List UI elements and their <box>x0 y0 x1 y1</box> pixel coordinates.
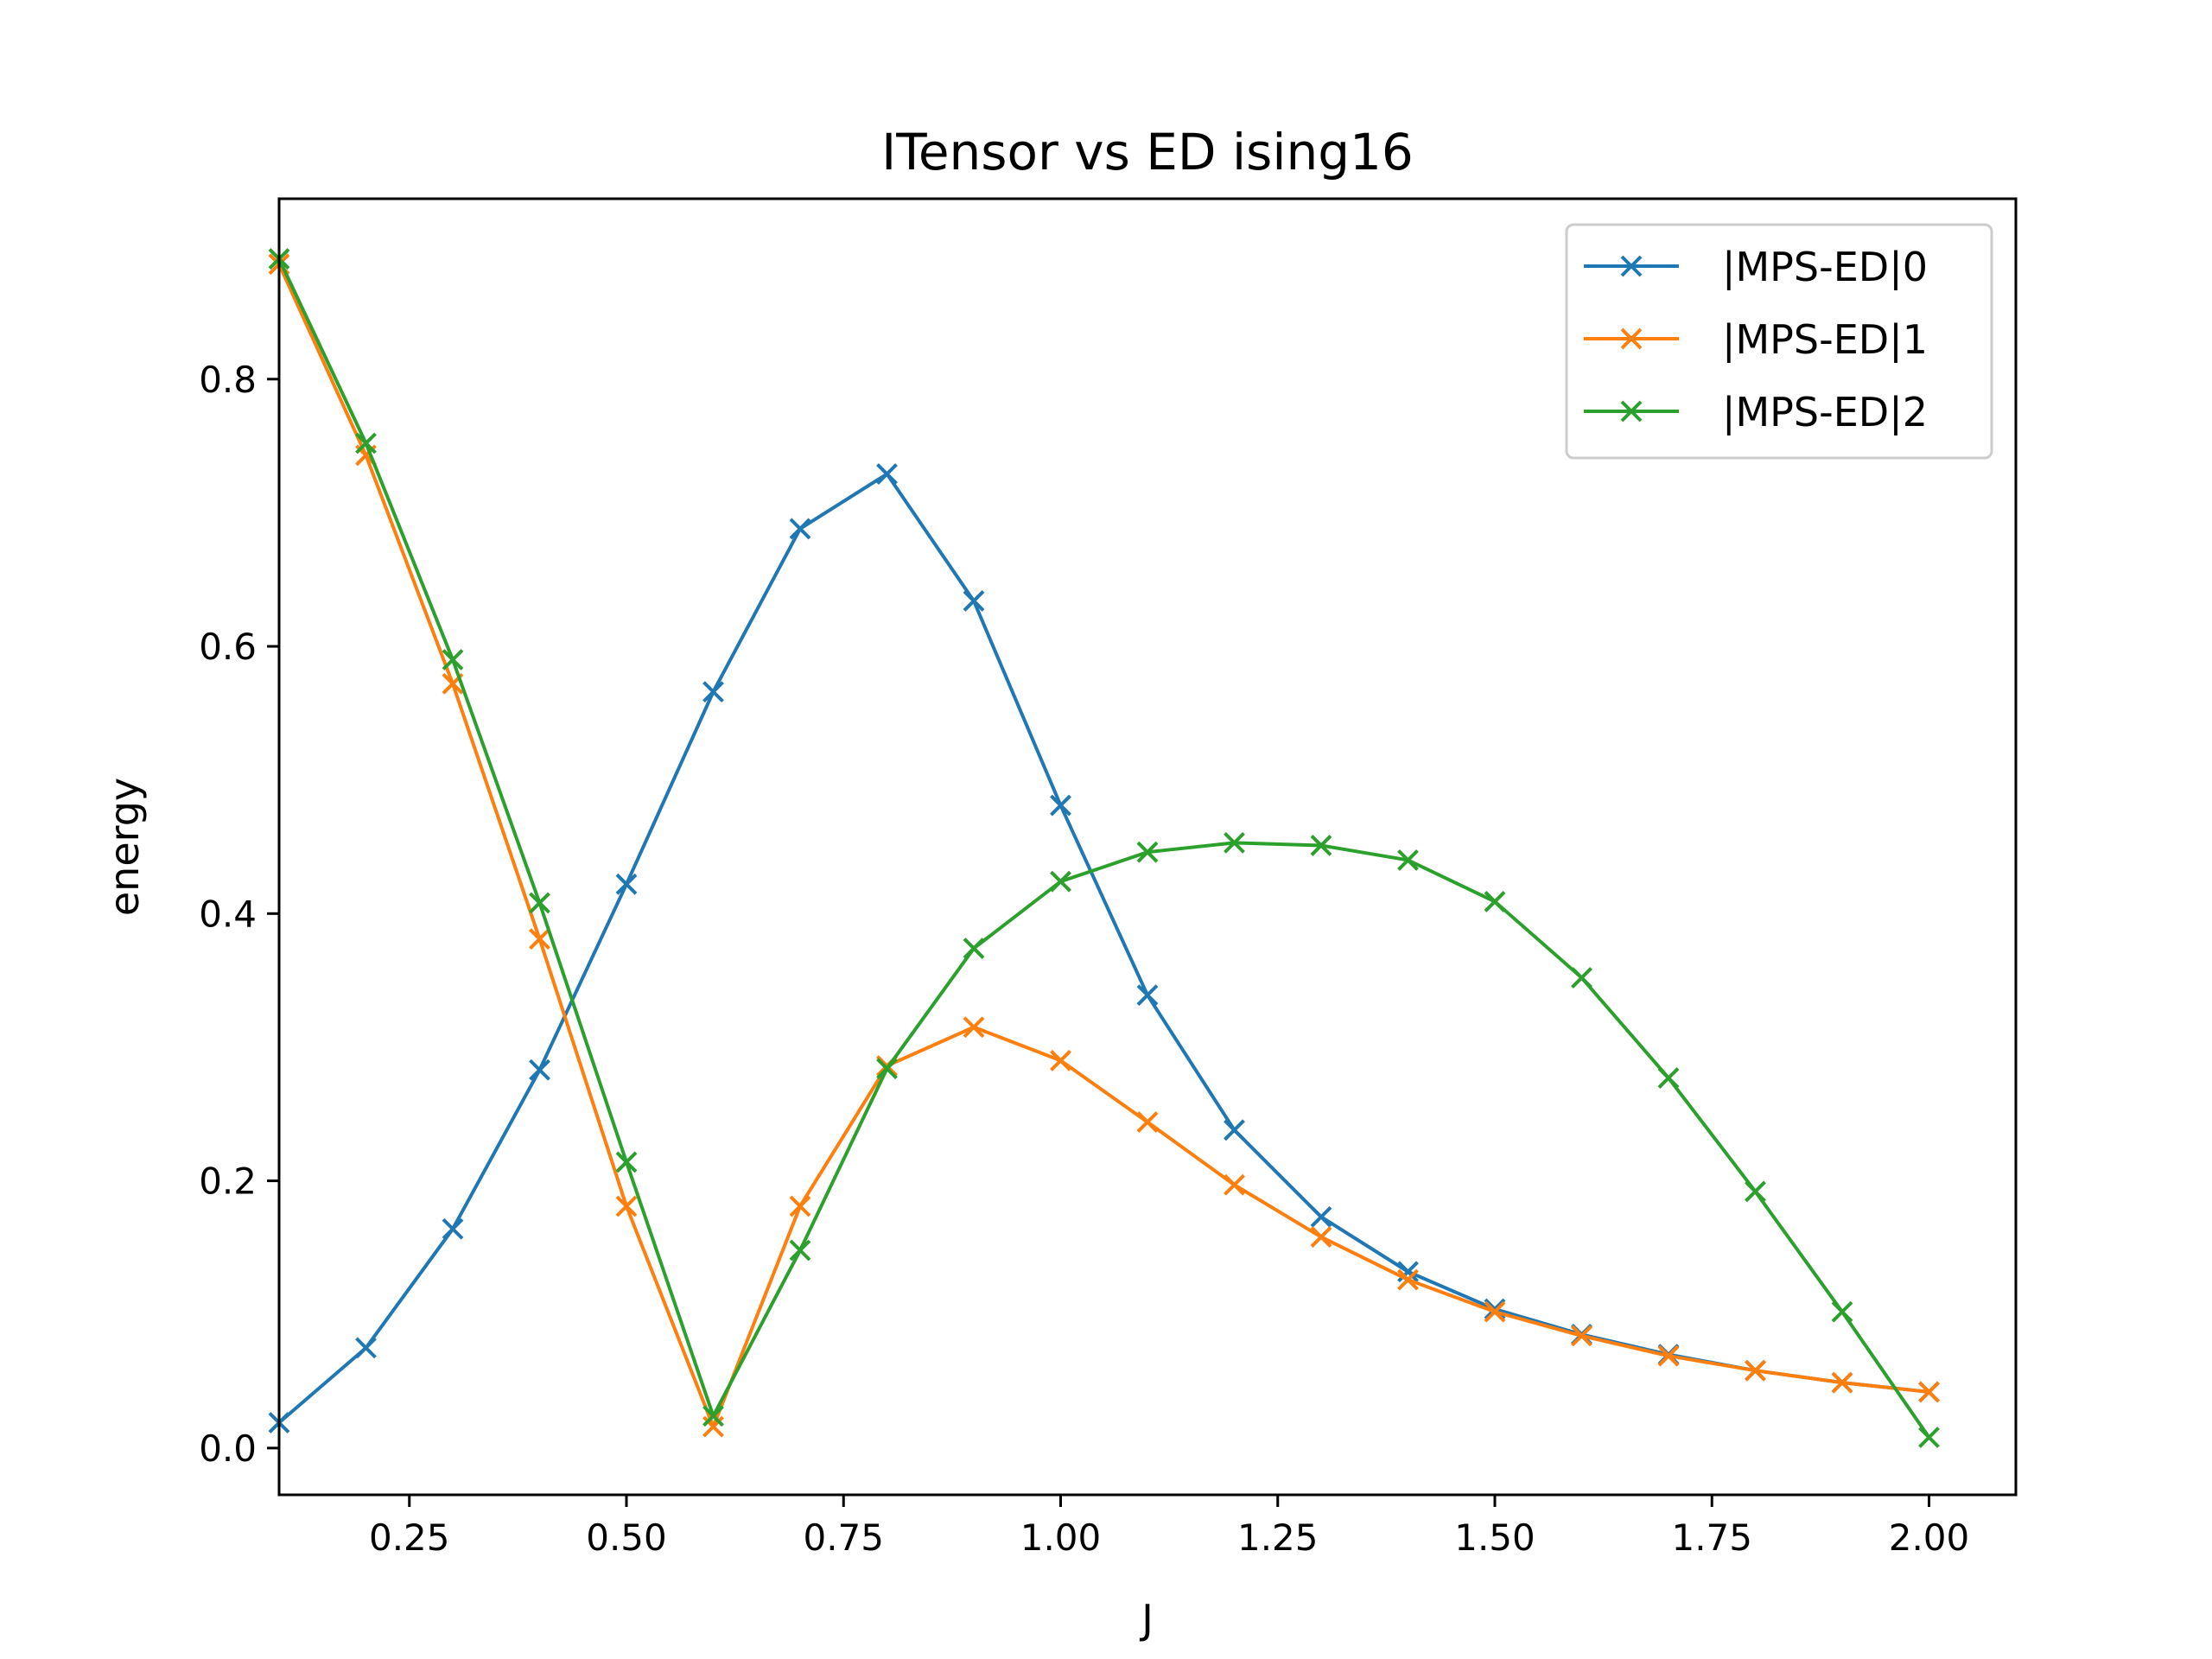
data-point <box>529 928 550 950</box>
legend-label: |MPS-ED|1 <box>1722 316 1928 364</box>
legend: |MPS-ED|0 |MPS-ED|1 |MPS-ED|2 <box>1565 223 1993 460</box>
x-axis-label: J <box>1139 1596 1154 1643</box>
data-point <box>1484 1298 1506 1320</box>
data-point <box>529 1058 550 1081</box>
y-tick-label: 0.8 <box>199 359 257 401</box>
legend-frame <box>1565 223 1993 460</box>
data-point <box>529 892 550 914</box>
data-point <box>1224 831 1245 854</box>
y-tick-label: 0.6 <box>199 626 257 668</box>
x-tick-label: 2.00 <box>1889 1516 1970 1559</box>
y-tick-label: 0.2 <box>199 1160 257 1203</box>
data-point <box>1831 1300 1853 1323</box>
x-tick-label: 1.50 <box>1454 1516 1535 1559</box>
series-2 <box>268 248 1940 1448</box>
legend-swatch-marker <box>1620 400 1643 423</box>
data-point <box>876 1058 898 1080</box>
y-tick-label: 0.0 <box>199 1427 257 1470</box>
legend-label: |MPS-ED|2 <box>1722 389 1928 436</box>
data-point <box>1397 849 1419 871</box>
data-point <box>789 518 811 540</box>
data-point <box>1397 1268 1419 1291</box>
data-point <box>702 681 724 703</box>
legend-swatch-marker <box>1620 327 1643 350</box>
chart-title: ITensor vs ED ising16 <box>881 123 1414 181</box>
data-point <box>1310 1205 1332 1228</box>
data-point <box>1657 1067 1680 1089</box>
data-point <box>1571 967 1592 988</box>
data-point <box>1310 835 1332 856</box>
legend-label: |MPS-ED|0 <box>1722 244 1928 291</box>
data-point <box>789 1239 811 1262</box>
data-point <box>1918 1381 1940 1403</box>
data-point <box>702 1405 724 1427</box>
data-point <box>1050 870 1071 893</box>
x-tick-label: 0.25 <box>369 1516 450 1559</box>
series-layer <box>268 248 1940 1448</box>
data-point <box>1136 841 1159 863</box>
x-tick-label: 1.25 <box>1237 1516 1319 1559</box>
data-point <box>1136 1111 1159 1133</box>
data-point <box>963 938 985 959</box>
x-tick-label: 1.00 <box>1020 1516 1102 1559</box>
data-point <box>442 649 464 671</box>
data-point <box>1484 890 1506 912</box>
data-point <box>1310 1226 1332 1248</box>
y-tick-label: 0.4 <box>199 893 257 935</box>
data-point <box>1136 984 1159 1007</box>
x-tick-label: 0.50 <box>586 1516 667 1559</box>
data-point <box>615 1151 638 1173</box>
legend-swatch-marker <box>1620 255 1643 277</box>
data-point <box>1745 1180 1766 1203</box>
data-point <box>1571 1325 1592 1347</box>
data-point <box>1745 1359 1766 1382</box>
y-axis-label: energy <box>101 778 148 916</box>
x-tick-label: 1.75 <box>1671 1516 1752 1559</box>
data-point <box>789 1195 811 1217</box>
data-point <box>1224 1173 1245 1196</box>
data-point <box>963 1016 985 1039</box>
data-point <box>355 432 377 454</box>
plot-area-frame <box>277 197 2018 1497</box>
data-point <box>355 1337 377 1359</box>
series-line <box>277 263 1929 1429</box>
series-1 <box>268 253 1940 1438</box>
data-point <box>1224 1119 1245 1141</box>
series-line <box>277 257 1931 1439</box>
data-point <box>1831 1371 1853 1394</box>
x-tick-label: 0.75 <box>803 1516 884 1559</box>
data-point <box>1657 1344 1680 1367</box>
x-axis-ticks: 0.25 0.50 0.75 1.00 1.25 1.50 1.75 2.00 <box>369 1495 1969 1559</box>
data-point <box>963 590 985 612</box>
data-point <box>876 463 898 485</box>
y-axis-ticks: 0.0 0.2 0.4 0.6 0.8 <box>199 359 279 1470</box>
data-point <box>1050 1050 1071 1071</box>
data-point <box>615 1195 638 1217</box>
data-point <box>1050 794 1071 817</box>
data-point <box>1484 1300 1506 1323</box>
data-point <box>442 1217 464 1240</box>
data-point <box>1918 1427 1940 1448</box>
data-point <box>615 873 638 895</box>
